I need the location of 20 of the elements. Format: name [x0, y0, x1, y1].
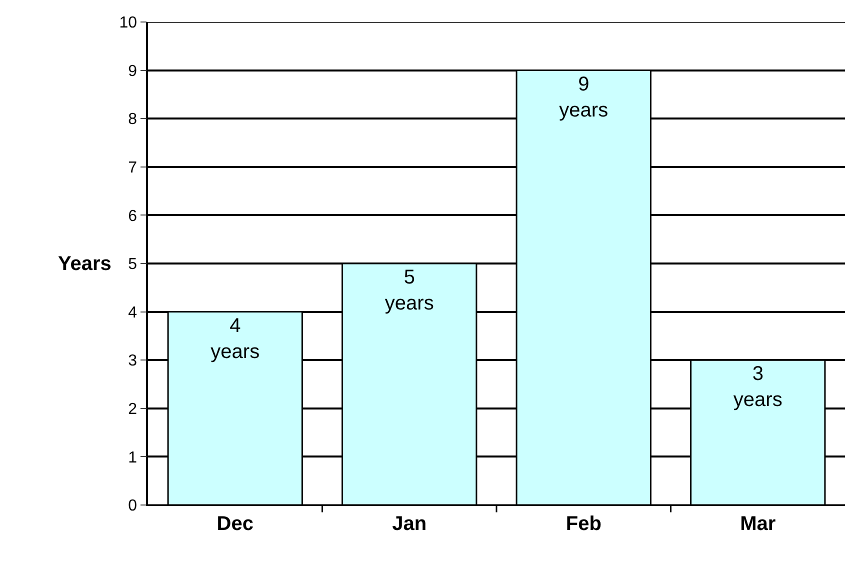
x-tick-label: Jan: [392, 513, 427, 535]
y-tick-label: 8: [128, 111, 138, 128]
x-tick-label: Dec: [216, 513, 254, 535]
data-label: 3 years: [733, 363, 782, 412]
data-label: 5 years: [384, 266, 434, 314]
y-tick-label: 1: [128, 449, 138, 466]
y-tick-label: 3: [128, 352, 138, 370]
y-tick-label: 0: [128, 498, 138, 515]
y-tick-label: 9: [128, 62, 138, 80]
y-tick-label: 2: [128, 401, 138, 418]
y-tick-label: 4: [128, 304, 138, 322]
y-tick-label: 10: [119, 14, 138, 32]
data-label: 9 years: [559, 73, 608, 122]
y-tick-label: 5: [128, 256, 138, 274]
y-tick-label: 7: [128, 160, 138, 176]
x-tick-label: Feb: [566, 513, 602, 535]
y-axis-title: Years: [58, 253, 112, 275]
y-tick-label: 6: [128, 208, 138, 225]
data-label: 4 years: [210, 314, 260, 363]
x-tick-label: Mar: [740, 513, 776, 535]
